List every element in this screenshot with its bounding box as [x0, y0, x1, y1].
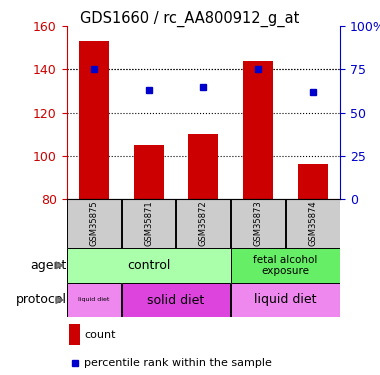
Text: solid diet: solid diet	[147, 294, 204, 306]
Text: GSM35871: GSM35871	[144, 200, 153, 246]
Text: count: count	[84, 330, 116, 340]
Bar	[79, 41, 109, 199]
Bar	[67, 199, 121, 248]
Bar	[231, 283, 340, 317]
Text: GSM35875: GSM35875	[89, 200, 98, 246]
Bar	[298, 164, 328, 199]
Text: GDS1660 / rc_AA800912_g_at: GDS1660 / rc_AA800912_g_at	[80, 11, 300, 27]
Bar	[122, 283, 230, 317]
Bar	[286, 199, 340, 248]
Text: liquid diet: liquid diet	[254, 294, 317, 306]
Bar	[243, 61, 273, 199]
Bar	[231, 248, 340, 283]
Bar	[188, 134, 218, 199]
Text: GSM35874: GSM35874	[308, 200, 317, 246]
Text: GSM35873: GSM35873	[253, 200, 263, 246]
Bar	[176, 199, 230, 248]
Text: percentile rank within the sample: percentile rank within the sample	[84, 358, 272, 368]
Bar	[133, 145, 164, 199]
Text: liquid diet: liquid diet	[78, 297, 109, 303]
Bar	[122, 199, 176, 248]
Bar	[231, 199, 285, 248]
Text: control: control	[127, 259, 170, 272]
Text: fetal alcohol
exposure: fetal alcohol exposure	[253, 255, 318, 276]
Text: protocol: protocol	[16, 294, 66, 306]
Bar	[69, 324, 80, 345]
Text: agent: agent	[30, 259, 66, 272]
Bar	[67, 248, 231, 283]
Bar	[67, 283, 121, 317]
Text: GSM35872: GSM35872	[199, 200, 208, 246]
